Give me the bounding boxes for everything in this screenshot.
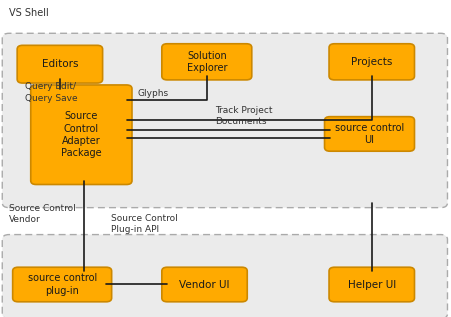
Text: Source Control
Plug-in API: Source Control Plug-in API	[110, 214, 177, 234]
Text: Vendor UI: Vendor UI	[179, 280, 229, 289]
FancyBboxPatch shape	[328, 44, 414, 80]
Text: Source Control
Vendor: Source Control Vendor	[9, 204, 76, 224]
FancyBboxPatch shape	[161, 44, 251, 80]
FancyBboxPatch shape	[161, 267, 247, 302]
Text: source control
UI: source control UI	[334, 123, 403, 145]
FancyBboxPatch shape	[17, 45, 102, 83]
Text: source control
plug-in: source control plug-in	[28, 273, 97, 296]
Text: Helper UI: Helper UI	[347, 280, 395, 289]
Text: Track Project
Documents: Track Project Documents	[214, 106, 272, 126]
FancyBboxPatch shape	[2, 235, 446, 317]
FancyBboxPatch shape	[2, 33, 446, 208]
Text: Editors: Editors	[41, 59, 78, 69]
Text: Query Edit/
Query Save: Query Edit/ Query Save	[25, 82, 77, 102]
Text: Solution
Explorer: Solution Explorer	[186, 51, 226, 73]
FancyBboxPatch shape	[328, 267, 414, 302]
FancyBboxPatch shape	[324, 117, 414, 151]
Text: Projects: Projects	[350, 57, 391, 67]
FancyBboxPatch shape	[13, 267, 111, 302]
Text: Glyphs: Glyphs	[138, 89, 169, 98]
Text: VS Shell: VS Shell	[9, 8, 49, 18]
FancyBboxPatch shape	[31, 85, 132, 184]
Text: Source
Control
Adapter
Package: Source Control Adapter Package	[61, 111, 101, 158]
